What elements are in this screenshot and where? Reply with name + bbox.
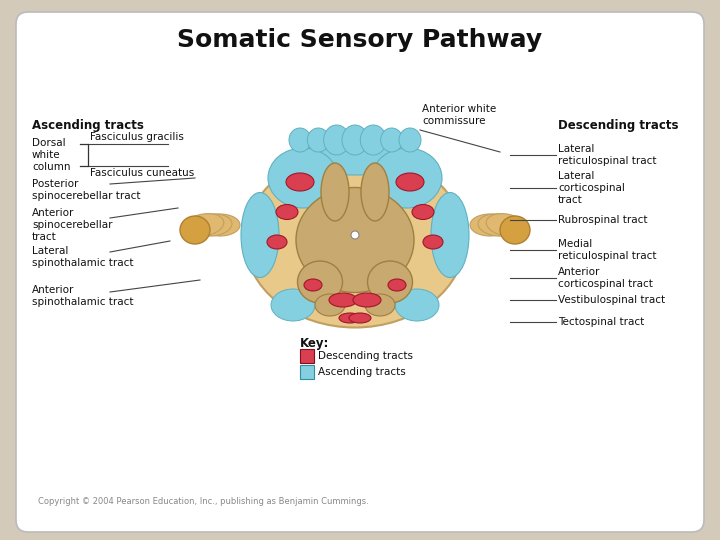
- Ellipse shape: [192, 214, 232, 236]
- Ellipse shape: [286, 173, 314, 191]
- Text: Medial
reticulospinal tract: Medial reticulospinal tract: [558, 239, 657, 261]
- Ellipse shape: [200, 214, 240, 236]
- Ellipse shape: [315, 294, 345, 316]
- Ellipse shape: [184, 214, 224, 237]
- Ellipse shape: [290, 135, 420, 175]
- Ellipse shape: [351, 231, 359, 239]
- Text: Anterior
spinothalamic tract: Anterior spinothalamic tract: [32, 285, 133, 307]
- Ellipse shape: [396, 173, 424, 191]
- Ellipse shape: [349, 313, 371, 323]
- FancyBboxPatch shape: [300, 365, 314, 379]
- Text: Dorsal
white
column: Dorsal white column: [32, 138, 71, 172]
- Ellipse shape: [307, 128, 329, 152]
- Text: Descending tracts: Descending tracts: [318, 351, 413, 361]
- Text: Posterior
spinocerebellar tract: Posterior spinocerebellar tract: [32, 179, 140, 201]
- Ellipse shape: [353, 293, 381, 307]
- Text: Lateral
reticulospinal tract: Lateral reticulospinal tract: [558, 144, 657, 166]
- Ellipse shape: [241, 192, 279, 278]
- Text: Anterior white
commissure: Anterior white commissure: [422, 104, 496, 126]
- Text: Anterior
corticospinal tract: Anterior corticospinal tract: [558, 267, 653, 289]
- Ellipse shape: [276, 205, 298, 219]
- Ellipse shape: [289, 128, 311, 152]
- Ellipse shape: [372, 148, 442, 208]
- Ellipse shape: [399, 128, 421, 152]
- Ellipse shape: [180, 216, 210, 244]
- Ellipse shape: [267, 235, 287, 249]
- Text: Vestibulospinal tract: Vestibulospinal tract: [558, 295, 665, 305]
- Ellipse shape: [342, 125, 368, 155]
- Text: Key:: Key:: [300, 336, 329, 349]
- Ellipse shape: [271, 289, 315, 321]
- FancyBboxPatch shape: [16, 12, 704, 532]
- Ellipse shape: [296, 187, 414, 293]
- Ellipse shape: [324, 125, 350, 155]
- Ellipse shape: [360, 125, 387, 155]
- Ellipse shape: [388, 279, 406, 291]
- Ellipse shape: [412, 205, 434, 219]
- Ellipse shape: [339, 313, 361, 323]
- Ellipse shape: [470, 214, 510, 236]
- Text: Tectospinal tract: Tectospinal tract: [558, 317, 644, 327]
- Text: Lateral
corticospinal
tract: Lateral corticospinal tract: [558, 171, 625, 205]
- Ellipse shape: [367, 261, 413, 303]
- Text: Anterior
spinocerebellar
tract: Anterior spinocerebellar tract: [32, 207, 112, 242]
- Text: Ascending tracts: Ascending tracts: [32, 118, 144, 132]
- Text: Copyright © 2004 Pearson Education, Inc., publishing as Benjamin Cummings.: Copyright © 2004 Pearson Education, Inc.…: [38, 497, 369, 507]
- Text: Somatic Sensory Pathway: Somatic Sensory Pathway: [177, 28, 543, 52]
- Ellipse shape: [381, 128, 402, 152]
- Ellipse shape: [478, 214, 518, 236]
- Text: Ascending tracts: Ascending tracts: [318, 367, 406, 377]
- FancyBboxPatch shape: [300, 349, 314, 363]
- Ellipse shape: [304, 279, 322, 291]
- Text: Rubrospinal tract: Rubrospinal tract: [558, 215, 647, 225]
- Ellipse shape: [321, 163, 349, 221]
- Text: Fasciculus gracilis: Fasciculus gracilis: [90, 132, 184, 142]
- Ellipse shape: [395, 289, 439, 321]
- Ellipse shape: [500, 216, 530, 244]
- Ellipse shape: [268, 148, 338, 208]
- Ellipse shape: [423, 235, 443, 249]
- Ellipse shape: [297, 261, 343, 303]
- Text: Lateral
spinothalamic tract: Lateral spinothalamic tract: [32, 246, 133, 268]
- Ellipse shape: [245, 152, 465, 327]
- Ellipse shape: [329, 293, 357, 307]
- Ellipse shape: [431, 192, 469, 278]
- Text: Descending tracts: Descending tracts: [558, 118, 678, 132]
- Ellipse shape: [365, 294, 395, 316]
- Ellipse shape: [486, 214, 526, 237]
- Text: Fasciculus cuneatus: Fasciculus cuneatus: [90, 168, 194, 178]
- Ellipse shape: [361, 163, 389, 221]
